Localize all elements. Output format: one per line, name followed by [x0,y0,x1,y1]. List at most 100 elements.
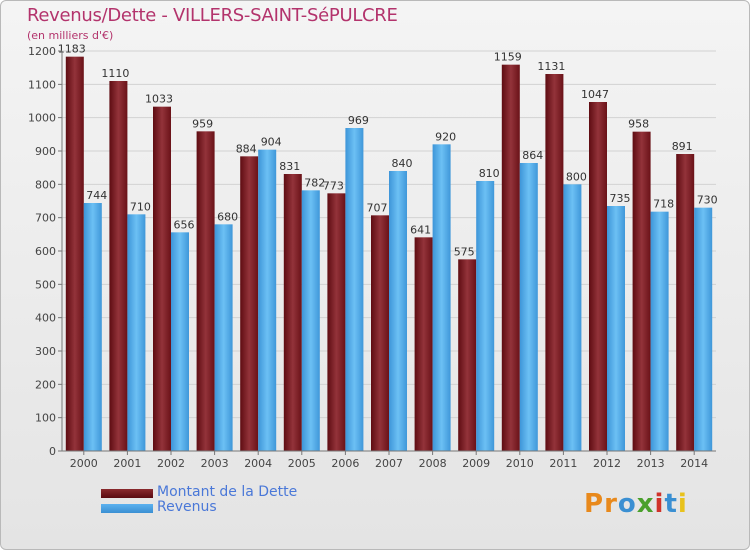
y-tick-label: 500 [35,278,56,291]
bar-revenue [563,184,582,452]
legend-label-debt: Montant de la Dette [157,484,298,500]
y-tick-label: 100 [35,412,56,425]
bar-revenue [127,214,146,451]
logo-letter: r [604,489,618,519]
data-label-revenue: 810 [479,167,500,180]
data-label-revenue: 920 [435,130,456,143]
bar-revenue [214,224,233,451]
x-tick-label: 2002 [157,457,185,470]
data-label-debt: 1159 [494,51,522,64]
data-label-revenue: 864 [522,149,543,162]
bar-debt [632,131,651,451]
bar-revenue [607,206,625,451]
logo-letter: P [584,489,605,519]
proxiti-logo: Proxiti [584,489,688,519]
bar-debt [65,56,84,452]
bar-revenue [519,163,538,451]
bar-revenue [301,190,320,452]
x-tick-label: 2006 [331,457,359,470]
y-tick-label: 300 [35,345,56,358]
x-tick-label: 2000 [70,457,98,470]
x-tick-label: 2008 [419,457,447,470]
data-label-debt: 1131 [537,60,565,73]
x-tick-label: 2013 [637,457,665,470]
bar-layer [65,56,713,452]
bar-revenue [345,128,364,451]
logo-letter: i [677,489,688,519]
bar-debt [371,215,389,451]
bar-revenue [258,149,277,451]
x-tick-label: 2001 [113,457,141,470]
y-tick-label: 0 [49,445,56,458]
data-label-revenue: 840 [392,157,413,170]
data-label-revenue: 800 [566,170,587,183]
data-label-debt: 1033 [145,93,173,106]
data-label-debt: 575 [454,245,475,258]
bar-debt [676,154,695,451]
logo-letter: t [664,489,678,519]
data-label-debt: 958 [628,118,649,131]
data-label-revenue: 718 [653,198,674,211]
bar-debt [240,156,259,452]
data-label-debt: 884 [236,142,257,155]
bar-revenue [694,207,713,451]
label-layer: 1183744111071010336569596808849048317827… [58,43,718,259]
x-tick-label: 2012 [593,457,621,470]
x-tick-label: 2011 [549,457,577,470]
data-label-debt: 831 [279,160,300,173]
data-label-debt: 1183 [58,43,86,56]
y-tick-label: 700 [35,212,56,225]
y-tick-label: 400 [35,312,56,325]
data-label-debt: 959 [192,117,213,130]
bar-revenue [650,211,669,451]
bar-debt [109,81,128,451]
x-tick-label: 2010 [506,457,534,470]
legend-label-revenue: Revenus [157,499,217,515]
bar-revenue [432,144,451,452]
legend-swatch-revenue [101,504,153,513]
data-label-revenue: 680 [217,210,238,223]
data-label-debt: 707 [367,201,388,214]
bar-debt [327,193,346,452]
data-label-revenue: 730 [697,194,718,207]
bar-debt [196,131,215,452]
x-tick-label: 2014 [680,457,708,470]
legend-swatch-debt [101,489,153,498]
data-label-debt: 641 [410,223,431,236]
chart-subtitle: (en milliers d'€) [27,29,114,42]
data-label-debt: 1047 [581,88,609,101]
x-tick-label: 2004 [244,457,272,470]
data-label-revenue: 710 [130,200,151,213]
x-tick-label: 2007 [375,457,403,470]
data-label-revenue: 735 [610,192,631,205]
y-tick-label: 800 [35,178,56,191]
y-tick-label: 200 [35,378,56,391]
bar-revenue [476,181,495,451]
bar-debt [458,259,477,451]
y-tick-label: 1200 [28,45,56,58]
bar-debt [153,106,171,452]
data-label-debt: 1110 [101,67,129,80]
y-tick-label: 1100 [28,78,56,91]
data-label-debt: 773 [323,179,344,192]
x-tick-label: 2005 [288,457,316,470]
bar-debt [589,102,607,451]
data-label-revenue: 904 [261,136,282,149]
data-label-debt: 891 [672,140,693,153]
x-tick-label: 2009 [462,457,490,470]
axis-layer: 0 100 200 300 400 500 600 700 800 900 1000 1100 1200… [28,45,716,470]
bar-debt [545,74,564,451]
data-label-revenue: 656 [174,218,195,231]
bar-debt [501,64,520,451]
bar-revenue [171,232,189,451]
bar-revenue [389,171,407,451]
x-tick-label: 2003 [201,457,229,470]
bar-revenue [83,203,102,451]
chart-title: Revenus/Dette - VILLERS-SAINT-SéPULCRE [27,5,398,26]
data-label-revenue: 969 [348,114,369,127]
y-tick-label: 1000 [28,112,56,125]
logo-letter: i [654,489,665,519]
logo-letter: x [636,489,655,519]
y-tick-label: 600 [35,245,56,258]
